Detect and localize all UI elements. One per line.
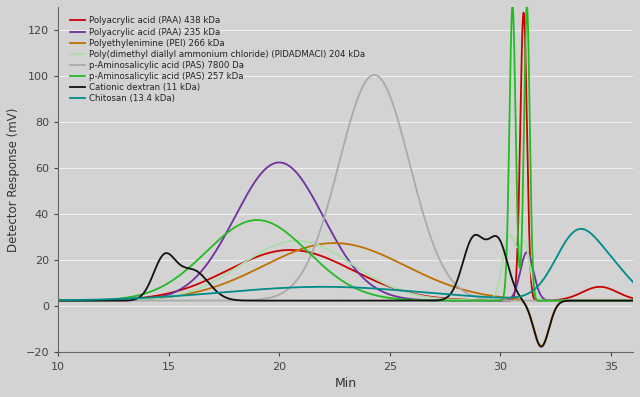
Legend: Polyacrylic acid (PAA) 438 kDa, Polyacrylic acid (PAA) 235 kDa, Polyethylenimine: Polyacrylic acid (PAA) 438 kDa, Polyacry… (68, 15, 367, 105)
Y-axis label: Detector Response (mV): Detector Response (mV) (7, 108, 20, 252)
X-axis label: Min: Min (335, 377, 356, 390)
